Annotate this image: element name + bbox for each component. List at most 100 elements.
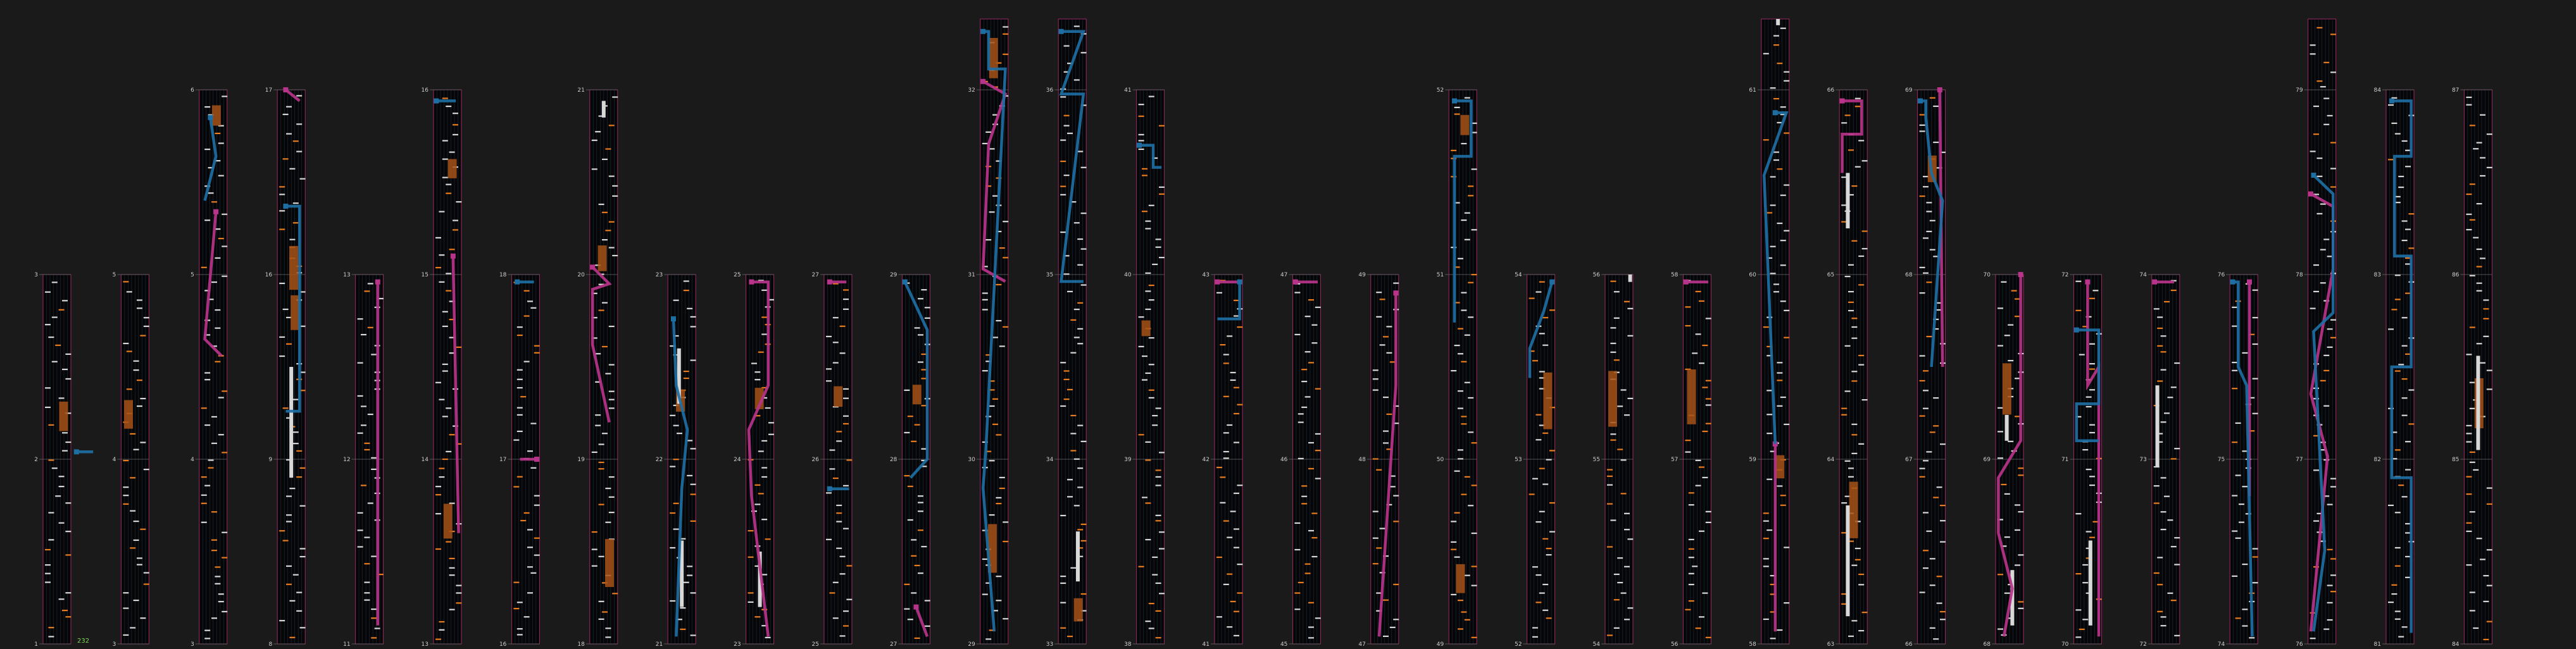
- note-tap: [371, 468, 377, 470]
- note-tap: [1080, 284, 1087, 286]
- note-tap-orange: [1542, 432, 1549, 434]
- slide-pink-head: [1937, 87, 1942, 92]
- note-tap-orange: [612, 593, 618, 595]
- note-tap: [442, 370, 448, 372]
- note-tap: [911, 592, 917, 594]
- note-tap-orange: [673, 502, 679, 504]
- note-tap: [286, 133, 292, 135]
- note-tap: [1389, 475, 1396, 477]
- note-tap: [1315, 306, 1321, 308]
- note-tap: [1539, 424, 1545, 426]
- note-tap: [1998, 519, 2003, 521]
- note-tap: [843, 397, 849, 399]
- note-tap: [1929, 558, 1935, 560]
- note-tap: [296, 95, 303, 97]
- note-tap-orange: [1529, 493, 1535, 495]
- note-tap: [2476, 343, 2482, 345]
- note-tap: [2480, 157, 2485, 159]
- note-tap-orange: [605, 230, 611, 232]
- note-tap: [65, 592, 72, 594]
- note-tap: [1539, 377, 1545, 379]
- note-tap: [1627, 335, 1634, 337]
- note-tap: [1080, 440, 1087, 442]
- note-tap-orange: [1685, 306, 1691, 308]
- note-tap-orange: [1379, 299, 1385, 300]
- note-tap: [1936, 602, 1942, 604]
- note-tap: [683, 581, 689, 583]
- note-tap: [1688, 504, 1694, 506]
- note-tap: [279, 210, 285, 212]
- note-tap-orange: [1383, 599, 1389, 601]
- note-tap-orange: [921, 353, 927, 355]
- note-tap-orange: [989, 629, 995, 631]
- note-tap: [439, 254, 445, 256]
- note-tap: [996, 160, 1002, 162]
- note-tap-orange: [2330, 558, 2336, 560]
- note-tap: [1763, 520, 1769, 522]
- note-tap: [1234, 547, 1239, 548]
- note-tap: [51, 467, 58, 469]
- note-tap-orange: [1471, 636, 1477, 638]
- slide-pink: [1377, 293, 1397, 637]
- note-tap: [1613, 573, 1620, 576]
- note-tap-orange: [1780, 504, 1786, 506]
- note-tap: [1077, 424, 1084, 426]
- note-tap: [2153, 485, 2160, 487]
- note-tap: [449, 502, 455, 504]
- measure-number: 73: [2139, 457, 2146, 463]
- note-tap: [612, 96, 618, 98]
- note-tap: [1854, 166, 1861, 168]
- note-tap: [832, 362, 839, 364]
- measure-number: 43: [1203, 272, 1210, 278]
- note-tap: [982, 299, 988, 300]
- note-tap: [1145, 220, 1151, 222]
- note-tap: [1372, 369, 1379, 371]
- note-tap: [1613, 317, 1620, 319]
- note-tap: [1308, 442, 1314, 444]
- note-tap: [364, 581, 370, 583]
- note-tap: [1060, 362, 1066, 364]
- note-tap-orange: [2330, 337, 2336, 338]
- note-tap-orange: [1933, 425, 1939, 427]
- note-tap: [357, 318, 363, 320]
- slide-blue-head: [73, 449, 79, 455]
- note-tap: [218, 397, 224, 399]
- note-tap: [904, 389, 910, 391]
- note-tap-orange: [608, 221, 615, 223]
- note-tap: [65, 502, 72, 504]
- note-tap: [1770, 638, 1776, 640]
- note-tap: [1624, 566, 1630, 567]
- hold-note: [124, 400, 134, 429]
- note-tap-orange: [534, 352, 540, 354]
- measure-number: 47: [1358, 641, 1365, 648]
- note-tap: [985, 361, 992, 362]
- note-tap-orange: [123, 503, 129, 505]
- note-tap-orange: [1471, 485, 1477, 486]
- note-tap: [296, 610, 303, 612]
- note-tap: [2405, 555, 2411, 558]
- note-tap-orange: [2391, 584, 2398, 586]
- note-tap: [123, 592, 129, 594]
- measure-number: 14: [422, 457, 429, 463]
- note-tap: [1763, 53, 1769, 54]
- note-tap-orange: [1080, 593, 1087, 595]
- note-tap-orange: [215, 361, 221, 362]
- measure-number: 23: [734, 641, 741, 648]
- note-tap: [48, 512, 54, 514]
- note-tap: [123, 486, 129, 488]
- slide-blue: [1453, 99, 1473, 323]
- note-tap: [45, 581, 51, 583]
- note-tap: [58, 397, 65, 399]
- note-tap-orange: [2394, 565, 2401, 567]
- note-tap: [2089, 343, 2095, 345]
- note-tap-orange: [446, 290, 452, 292]
- note-tap: [1230, 510, 1236, 512]
- note-tap-orange: [1451, 149, 1457, 151]
- note-tap: [371, 457, 377, 459]
- note-tap: [989, 460, 995, 462]
- note-tap: [1532, 627, 1538, 629]
- slide-pink-head: [375, 279, 380, 285]
- note-tap: [208, 114, 214, 116]
- note-tap: [605, 636, 611, 638]
